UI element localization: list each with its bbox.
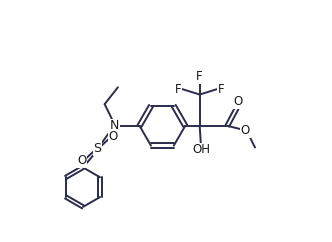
- Text: N: N: [110, 119, 119, 132]
- Text: O: O: [241, 124, 250, 137]
- Text: OH: OH: [192, 143, 210, 156]
- Text: F: F: [175, 83, 181, 96]
- Text: F: F: [196, 70, 203, 83]
- Text: O: O: [233, 95, 243, 108]
- Text: S: S: [93, 142, 101, 155]
- Text: O: O: [109, 130, 118, 143]
- Text: O: O: [77, 154, 86, 167]
- Text: F: F: [218, 83, 225, 96]
